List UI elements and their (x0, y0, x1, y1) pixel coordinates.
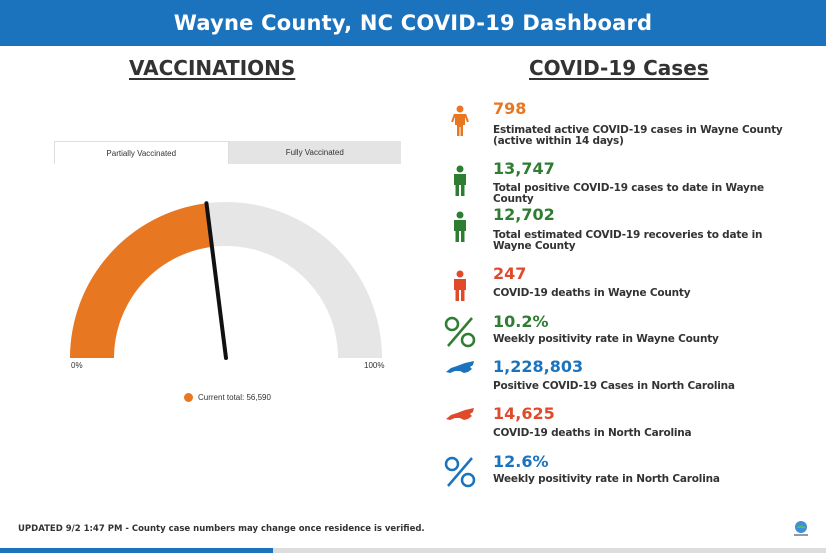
gauge-max-label: 100% (364, 361, 385, 370)
vaccination-gauge (70, 201, 382, 360)
percent-icon (440, 452, 480, 492)
stat-label: Total positive COVID-19 cases to date in… (493, 182, 764, 205)
person-icon (440, 101, 480, 141)
tab-partially-vaccinated[interactable]: Partially Vaccinated (54, 141, 229, 164)
person-icon (440, 266, 480, 306)
cases-title: COVID-19 Cases (529, 56, 709, 80)
vaccination-tabs: Partially Vaccinated Fully Vaccinated (54, 141, 401, 164)
county-logo-icon (792, 520, 810, 543)
stat-label: COVID-19 deaths in North Carolina (493, 427, 692, 439)
stat-label: COVID-19 deaths in Wayne County (493, 287, 691, 299)
stat-value: 798 (493, 99, 527, 118)
page-progress-fill (0, 548, 273, 553)
gauge-legend: Current total: 56,590 (184, 393, 271, 402)
percent-icon (440, 312, 480, 352)
stat-label: Weekly positivity rate in Wayne County (493, 333, 719, 345)
tab-fully-vaccinated[interactable]: Fully Vaccinated (228, 141, 401, 164)
gauge-fill (70, 203, 212, 358)
dashboard-title: Wayne County, NC COVID-19 Dashboard (173, 11, 653, 35)
gauge-min-label: 0% (71, 361, 83, 370)
stat-label: Positive COVID-19 Cases in North Carolin… (493, 380, 735, 392)
stat-value: 247 (493, 264, 527, 283)
stat-value: 13,747 (493, 159, 555, 178)
dashboard-header: Wayne County, NC COVID-19 Dashboard (0, 0, 826, 46)
update-notice: UPDATED 9/2 1:47 PM - County case number… (18, 524, 425, 534)
page-progress-bar (0, 548, 826, 553)
person-icon (440, 161, 480, 201)
gauge-needle (204, 201, 228, 360)
vaccinations-title: VACCINATIONS (129, 56, 296, 80)
stat-label: Total estimated COVID-19 recoveries to d… (493, 229, 763, 252)
stat-value: 1,228,803 (493, 357, 584, 376)
stat-label: Weekly positivity rate in North Carolina (493, 473, 720, 485)
legend-dot (184, 393, 193, 402)
stat-value: 12.6% (493, 452, 549, 471)
north-carolina-map-icon (440, 347, 480, 387)
stat-value: 14,625 (493, 404, 555, 423)
legend-label: Current total: 56,590 (198, 393, 271, 402)
stat-value: 12,702 (493, 205, 555, 224)
person-icon (440, 207, 480, 247)
stat-value: 10.2% (493, 312, 549, 331)
north-carolina-map-icon (440, 394, 480, 434)
stat-label: Estimated active COVID-19 cases in Wayne… (493, 124, 783, 147)
